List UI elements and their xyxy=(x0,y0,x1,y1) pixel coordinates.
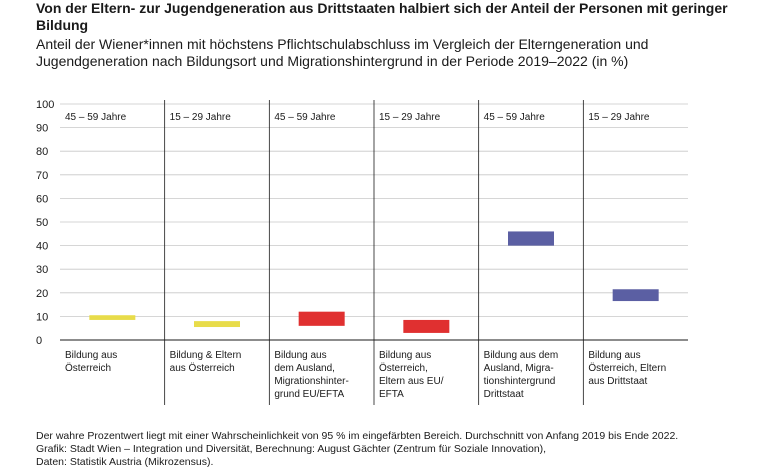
category-label-line: Österreich, xyxy=(379,362,428,374)
category-label-line: dem Ausland, xyxy=(274,363,335,374)
category-label-line: Österreich, Eltern xyxy=(588,362,666,374)
y-tick-label: 10 xyxy=(36,311,48,323)
y-tick-label: 90 xyxy=(36,123,48,135)
category-label: Bildung aus dem Ausland, Migrationshinter-… xyxy=(274,350,348,400)
range-bar xyxy=(612,289,659,302)
category-label-line: grund EU/EFTA xyxy=(274,389,344,400)
range-bar xyxy=(298,311,345,326)
category-label-line: aus Österreich xyxy=(170,362,235,374)
range-bar xyxy=(508,231,554,246)
age-group-label: 45 – 59 Jahre xyxy=(274,112,336,123)
chart-subtitle: Anteil der Wiener*innen mit höchstens Pf… xyxy=(36,36,649,69)
category-label: Bildung aus Österreich, Eltern aus EU/EFTA xyxy=(379,350,444,400)
footer-note: Der wahre Prozentwert liegt mit einer Wa… xyxy=(36,430,679,442)
category-label-line: aus Drittstaat xyxy=(588,376,647,387)
range-bar xyxy=(89,315,136,320)
category-label-line: Österreich xyxy=(65,362,111,374)
category-label-line: Migrationshinter- xyxy=(274,376,348,387)
category-label-line: Bildung aus xyxy=(274,350,326,361)
range-bar xyxy=(194,321,240,328)
category-label: Bildung aus Österreich xyxy=(65,350,117,374)
y-tick-label: 40 xyxy=(36,241,48,253)
y-tick-label: 100 xyxy=(36,99,54,111)
category-label-line: Bildung aus xyxy=(588,350,640,361)
y-tick-label: 80 xyxy=(36,146,48,158)
y-tick-label: 20 xyxy=(36,288,48,300)
footer-data-source: Daten: Statistik Austria (Mikrozensus). xyxy=(36,456,214,468)
category-label-line: Bildung aus dem xyxy=(484,350,558,361)
y-tick-label: 60 xyxy=(36,193,48,205)
age-group-label: 15 – 29 Jahre xyxy=(588,112,650,123)
age-group-label: 15 – 29 Jahre xyxy=(379,112,441,123)
footer-graphic-credit: Grafik: Stadt Wien – Integration und Div… xyxy=(36,443,547,455)
y-tick-label: 30 xyxy=(36,264,48,276)
category-label-line: Ausland, Migra- xyxy=(484,363,554,374)
category-label-line: Eltern aus EU/ xyxy=(379,376,444,387)
category-label-line: Bildung aus xyxy=(65,350,117,361)
category-label: Bildung aus Österreich, Eltern aus Drittst… xyxy=(588,350,666,387)
category-label: Bildung & Eltern aus Österreich xyxy=(170,350,242,374)
y-tick-label: 70 xyxy=(36,170,48,182)
category-label-line: Bildung & Eltern xyxy=(170,350,242,361)
category-label-line: Bildung aus xyxy=(379,350,431,361)
chart-title: Von der Eltern- zur Jugendgeneration aus… xyxy=(36,0,728,33)
age-group-label: 45 – 59 Jahre xyxy=(484,112,546,123)
range-bar xyxy=(403,319,450,333)
age-group-label: 45 – 59 Jahre xyxy=(65,112,127,123)
chart-footer: Der wahre Prozentwert liegt mit einer Wa… xyxy=(36,430,756,469)
y-tick-label: 0 xyxy=(36,335,42,347)
category-label-line: EFTA xyxy=(379,389,404,400)
category-label-line: tionshintergrund xyxy=(484,376,556,387)
category-label: Bildung aus dem Ausland, Migra-tionshinte… xyxy=(484,350,558,400)
category-label-line: Drittstaat xyxy=(484,389,524,400)
y-tick-label: 50 xyxy=(36,217,48,229)
age-group-label: 15 – 29 Jahre xyxy=(170,112,232,123)
